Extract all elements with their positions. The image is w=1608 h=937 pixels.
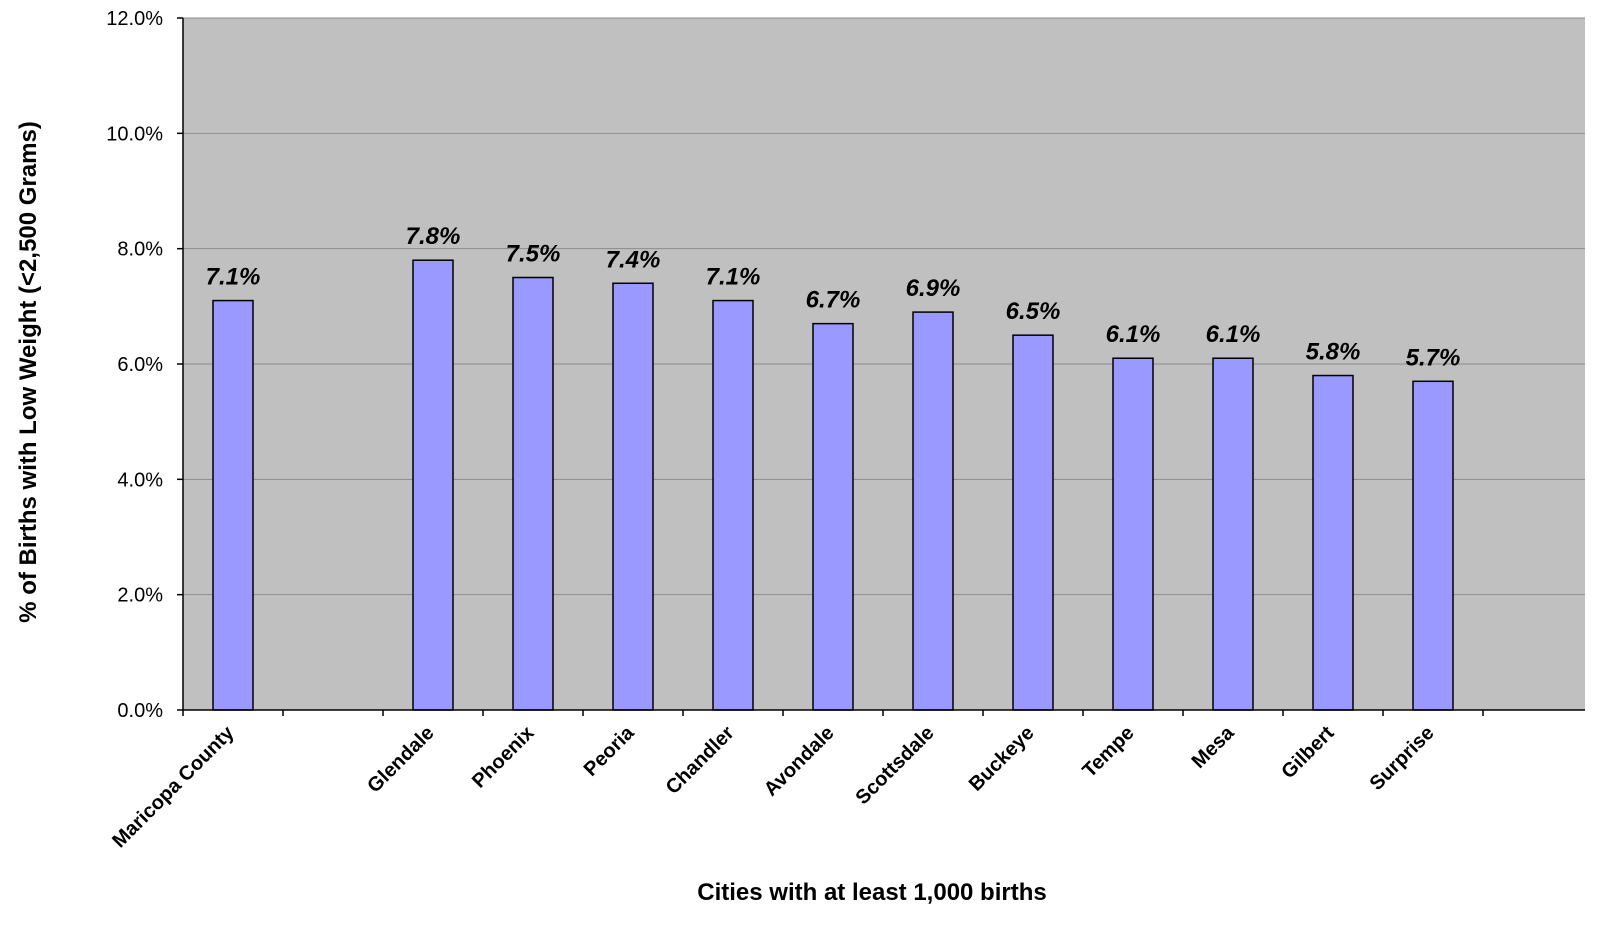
data-label: 6.1%: [1106, 321, 1161, 348]
x-category-label: Peoria: [580, 721, 639, 780]
data-label: 6.1%: [1206, 321, 1261, 348]
bar: [1412, 380, 1454, 711]
data-label: 7.5%: [506, 241, 561, 268]
bar: [1012, 334, 1054, 711]
data-label: 6.5%: [1006, 298, 1061, 325]
y-axis-title: % of Births with Low Weight (<2,500 Gram…: [15, 121, 42, 623]
axes: [177, 17, 1585, 716]
bar: [512, 276, 554, 711]
x-category-label: Chandler: [662, 722, 739, 799]
x-category-label: Maricopa County: [108, 721, 239, 852]
bar: [912, 311, 954, 711]
y-tick-label: 0.0%: [117, 700, 163, 722]
data-label: 5.8%: [1306, 339, 1361, 366]
x-category-label: Avondale: [760, 722, 839, 801]
x-category-label: Scottsdale: [851, 722, 938, 809]
x-category-label: Phoenix: [468, 722, 539, 793]
y-tick-label: 12.0%: [106, 8, 163, 30]
bar: [212, 299, 254, 711]
bars: [212, 259, 1454, 711]
data-label: 6.7%: [806, 287, 861, 314]
data-label: 7.1%: [206, 264, 261, 291]
y-tick-label: 8.0%: [117, 239, 163, 261]
y-tick-label: 6.0%: [117, 354, 163, 376]
bar: [1112, 357, 1154, 711]
x-category-label: Mesa: [1188, 721, 1240, 773]
x-category-label: Buckeye: [965, 722, 1039, 796]
y-tick-label: 4.0%: [117, 469, 163, 491]
y-tick-label: 10.0%: [106, 123, 163, 145]
data-label: 6.9%: [906, 275, 961, 302]
data-label: 7.8%: [406, 223, 461, 250]
x-category-label: Tempe: [1078, 722, 1138, 782]
data-label: 5.7%: [1406, 344, 1461, 371]
bar: [612, 282, 654, 711]
x-category-label: Surprise: [1366, 722, 1439, 795]
bar: [1212, 357, 1254, 711]
data-label: 7.1%: [706, 264, 761, 291]
bar: [412, 259, 454, 711]
x-axis-title: Cities with at least 1,000 births: [697, 879, 1046, 906]
x-category-label: Gilbert: [1277, 722, 1338, 783]
data-label: 7.4%: [606, 246, 661, 273]
bar: [712, 299, 754, 711]
bar: [1312, 374, 1354, 711]
y-tick-label: 2.0%: [117, 585, 163, 607]
x-category-label: Glendale: [363, 722, 438, 797]
bar: [812, 322, 854, 711]
